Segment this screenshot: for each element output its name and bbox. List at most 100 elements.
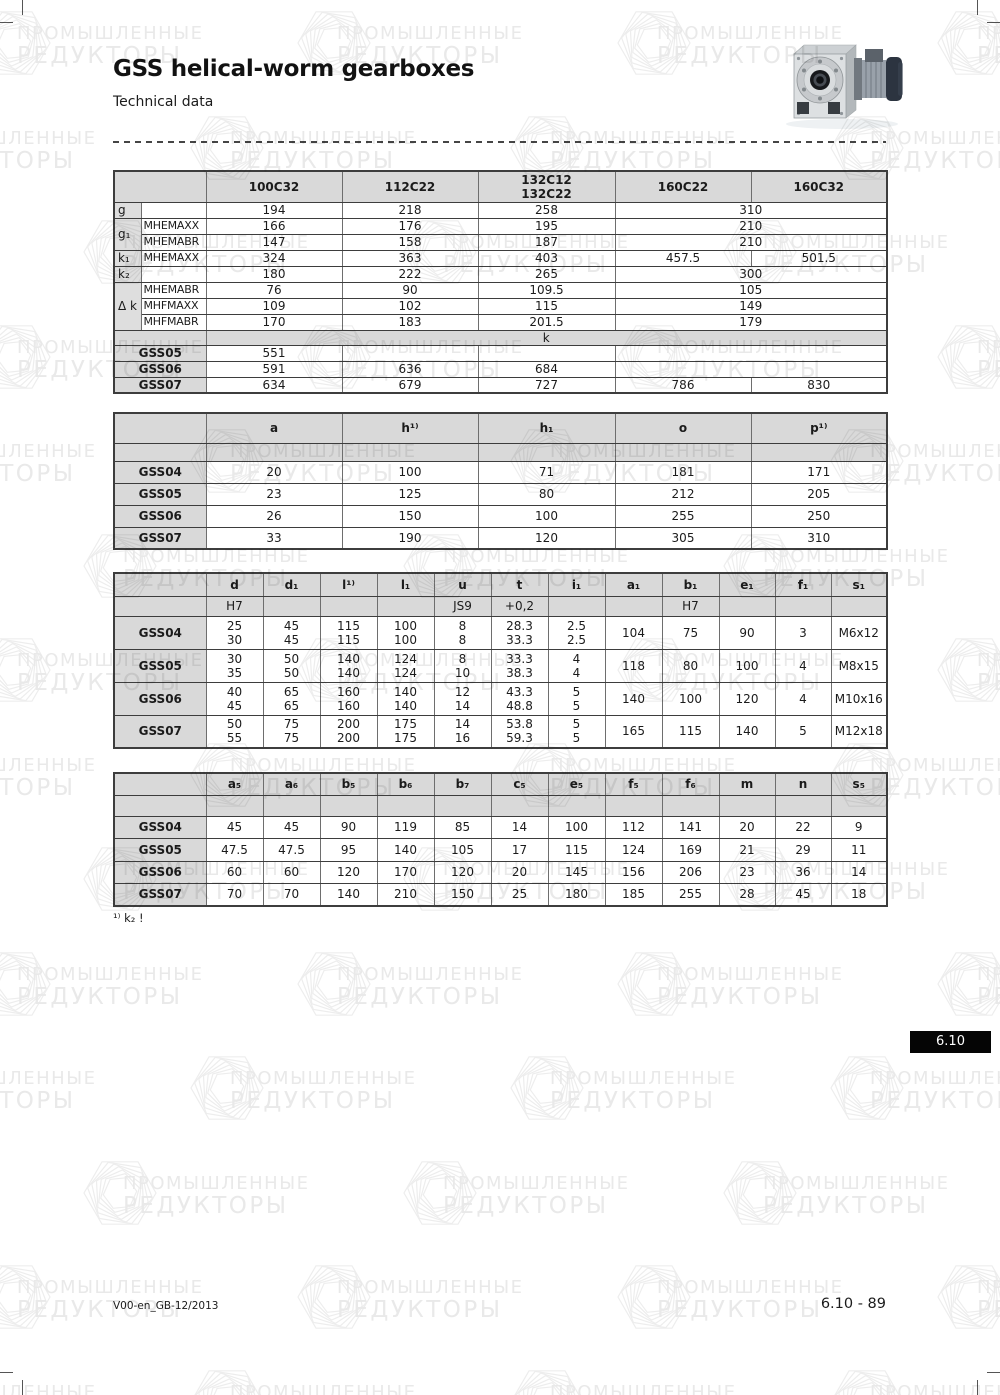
- data-cell: 4: [774, 648, 832, 683]
- header-cell: l¹⁾: [319, 572, 378, 597]
- data-cell: 105: [433, 837, 492, 862]
- data-cell: 551: [205, 344, 343, 362]
- header-cell: f₆: [661, 772, 720, 796]
- data-cell: 200 200: [319, 714, 378, 749]
- data-cell: 206: [661, 860, 720, 884]
- data-cell: 212: [614, 482, 752, 506]
- header-cell: s₅: [830, 772, 888, 796]
- data-cell: [830, 595, 888, 617]
- header-cell: d: [205, 572, 264, 597]
- data-cell: [718, 595, 776, 617]
- data-cell: 14: [830, 860, 888, 884]
- data-cell: 169: [661, 837, 720, 862]
- data-cell: 100: [547, 815, 606, 839]
- data-cell: 147: [205, 233, 343, 251]
- hexagon-spiral-logo: [834, 1369, 900, 1395]
- data-cell: 187: [477, 233, 616, 251]
- section-tab: 6.10: [910, 1031, 991, 1053]
- data-cell: k: [205, 329, 888, 346]
- data-cell: 75 75: [262, 714, 321, 749]
- data-cell: 17: [490, 837, 549, 862]
- header-cell: GSS07: [113, 526, 207, 550]
- hexagon-spiral-logo: [723, 1160, 797, 1225]
- data-cell: 140 140: [319, 648, 378, 683]
- data-cell: 118: [604, 648, 663, 683]
- data-cell: H7: [205, 595, 264, 617]
- data-cell: 80: [477, 482, 616, 506]
- data-cell: k₁: [113, 249, 142, 267]
- data-cell: +0,2: [490, 595, 549, 617]
- data-cell: [433, 794, 492, 817]
- table-motor-adaption-dimensions: 100C32 112C22 132C12 132C22 160C22 160C32 g 19…: [113, 170, 888, 394]
- data-cell: 20: [490, 860, 549, 884]
- header-cell: [113, 170, 207, 203]
- data-cell: [604, 794, 663, 817]
- data-cell: [661, 794, 720, 817]
- data-cell: 109: [205, 297, 343, 315]
- data-cell: MHEMAXX: [140, 249, 207, 267]
- hexagon-spiral-logo: [190, 1056, 264, 1120]
- data-cell: MHFMABR: [140, 313, 207, 331]
- data-cell: 20: [205, 460, 343, 484]
- header-cell: GSS07: [113, 882, 207, 907]
- data-cell: [490, 794, 549, 817]
- data-cell: [774, 595, 832, 617]
- header-cell: b₆: [376, 772, 435, 796]
- data-cell: 140: [319, 882, 378, 907]
- data-cell: M6x12: [830, 615, 888, 650]
- header-cell: [113, 772, 207, 796]
- data-cell: 205: [750, 482, 888, 506]
- data-cell: H7: [661, 595, 720, 617]
- crop-mark: [987, 1372, 1000, 1373]
- data-cell: 183: [341, 313, 479, 331]
- data-cell: 684: [477, 360, 616, 378]
- data-cell: 23: [718, 860, 776, 884]
- data-cell: [604, 595, 663, 617]
- data-cell: 265: [477, 265, 616, 283]
- data-cell: 255: [661, 882, 720, 907]
- hexagon-spiral-logo: [937, 638, 1000, 702]
- data-cell: [547, 595, 606, 617]
- header-cell: 112C22: [341, 170, 479, 203]
- data-cell: 218: [341, 201, 479, 219]
- data-cell: 109.5: [477, 281, 616, 299]
- data-cell: JS9: [433, 595, 492, 617]
- crop-mark: [977, 1380, 978, 1395]
- data-cell: 50 50: [262, 648, 321, 683]
- hexagon-spiral-logo: [937, 1265, 1000, 1329]
- data-cell: 43.3 48.8: [490, 681, 549, 716]
- data-cell: 104: [604, 615, 663, 650]
- data-cell: 30 35: [205, 648, 264, 683]
- data-cell: 33.3 38.3: [490, 648, 549, 683]
- header-cell: u: [433, 572, 492, 597]
- data-cell: 14: [490, 815, 549, 839]
- data-cell: 250: [750, 504, 888, 528]
- hexagon-spiral-logo: [0, 324, 51, 389]
- header-cell: n: [774, 772, 832, 796]
- data-cell: 100: [477, 504, 616, 528]
- hexagon-spiral-logo: [297, 951, 371, 1016]
- header-cell: [113, 595, 207, 617]
- data-cell: 120: [718, 681, 776, 716]
- data-cell: 26: [205, 504, 343, 528]
- data-cell: 727: [477, 376, 616, 394]
- data-cell: 310: [614, 201, 888, 219]
